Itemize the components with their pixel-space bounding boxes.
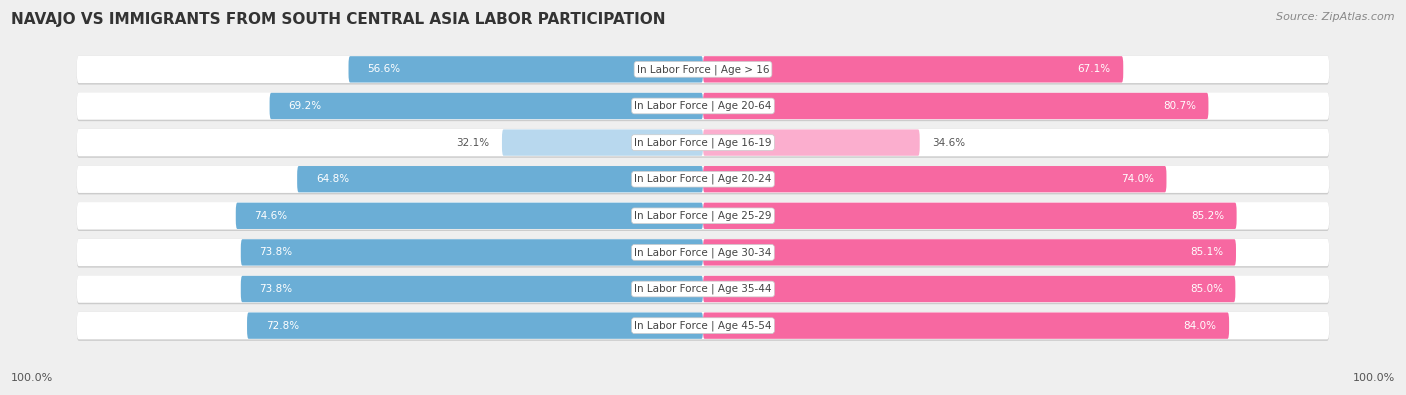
FancyBboxPatch shape [76, 202, 1330, 231]
Text: 85.0%: 85.0% [1189, 284, 1223, 294]
Text: 34.6%: 34.6% [932, 137, 966, 148]
Text: In Labor Force | Age 20-64: In Labor Force | Age 20-64 [634, 101, 772, 111]
FancyBboxPatch shape [703, 130, 920, 156]
FancyBboxPatch shape [270, 93, 703, 119]
FancyBboxPatch shape [240, 239, 703, 265]
FancyBboxPatch shape [247, 312, 703, 339]
FancyBboxPatch shape [76, 129, 1330, 158]
FancyBboxPatch shape [76, 202, 1330, 229]
Text: 85.2%: 85.2% [1191, 211, 1225, 221]
FancyBboxPatch shape [240, 276, 703, 302]
FancyBboxPatch shape [76, 312, 1330, 339]
FancyBboxPatch shape [703, 312, 1229, 339]
Text: 100.0%: 100.0% [11, 373, 53, 383]
FancyBboxPatch shape [703, 56, 1123, 83]
FancyBboxPatch shape [76, 312, 1330, 341]
Text: 32.1%: 32.1% [457, 137, 489, 148]
Text: In Labor Force | Age 16-19: In Labor Force | Age 16-19 [634, 137, 772, 148]
Text: 73.8%: 73.8% [260, 284, 292, 294]
FancyBboxPatch shape [703, 276, 1236, 302]
Text: In Labor Force | Age 30-34: In Labor Force | Age 30-34 [634, 247, 772, 258]
FancyBboxPatch shape [349, 56, 703, 83]
Text: 100.0%: 100.0% [1353, 373, 1395, 383]
Text: 85.1%: 85.1% [1191, 247, 1223, 258]
Text: 74.6%: 74.6% [254, 211, 288, 221]
Text: In Labor Force | Age 45-54: In Labor Force | Age 45-54 [634, 320, 772, 331]
FancyBboxPatch shape [76, 56, 1330, 85]
FancyBboxPatch shape [76, 129, 1330, 156]
Text: In Labor Force | Age > 16: In Labor Force | Age > 16 [637, 64, 769, 75]
FancyBboxPatch shape [703, 166, 1167, 192]
Text: 67.1%: 67.1% [1077, 64, 1111, 74]
Text: 56.6%: 56.6% [367, 64, 401, 74]
FancyBboxPatch shape [297, 166, 703, 192]
Text: Source: ZipAtlas.com: Source: ZipAtlas.com [1277, 12, 1395, 22]
FancyBboxPatch shape [236, 203, 703, 229]
FancyBboxPatch shape [502, 130, 703, 156]
FancyBboxPatch shape [76, 275, 1330, 304]
FancyBboxPatch shape [76, 166, 1330, 193]
Text: 80.7%: 80.7% [1163, 101, 1197, 111]
Text: In Labor Force | Age 20-24: In Labor Force | Age 20-24 [634, 174, 772, 184]
Text: 84.0%: 84.0% [1184, 321, 1216, 331]
Text: In Labor Force | Age 25-29: In Labor Force | Age 25-29 [634, 211, 772, 221]
FancyBboxPatch shape [703, 239, 1236, 265]
FancyBboxPatch shape [76, 239, 1330, 267]
Text: 64.8%: 64.8% [316, 174, 349, 184]
FancyBboxPatch shape [76, 166, 1330, 194]
FancyBboxPatch shape [76, 92, 1330, 121]
Text: 69.2%: 69.2% [288, 101, 322, 111]
FancyBboxPatch shape [76, 239, 1330, 266]
Text: 72.8%: 72.8% [266, 321, 299, 331]
FancyBboxPatch shape [703, 203, 1237, 229]
FancyBboxPatch shape [76, 92, 1330, 120]
Text: 73.8%: 73.8% [260, 247, 292, 258]
Text: 74.0%: 74.0% [1121, 174, 1154, 184]
FancyBboxPatch shape [76, 275, 1330, 303]
FancyBboxPatch shape [703, 93, 1208, 119]
Text: NAVAJO VS IMMIGRANTS FROM SOUTH CENTRAL ASIA LABOR PARTICIPATION: NAVAJO VS IMMIGRANTS FROM SOUTH CENTRAL … [11, 12, 666, 27]
FancyBboxPatch shape [76, 56, 1330, 83]
Text: In Labor Force | Age 35-44: In Labor Force | Age 35-44 [634, 284, 772, 294]
